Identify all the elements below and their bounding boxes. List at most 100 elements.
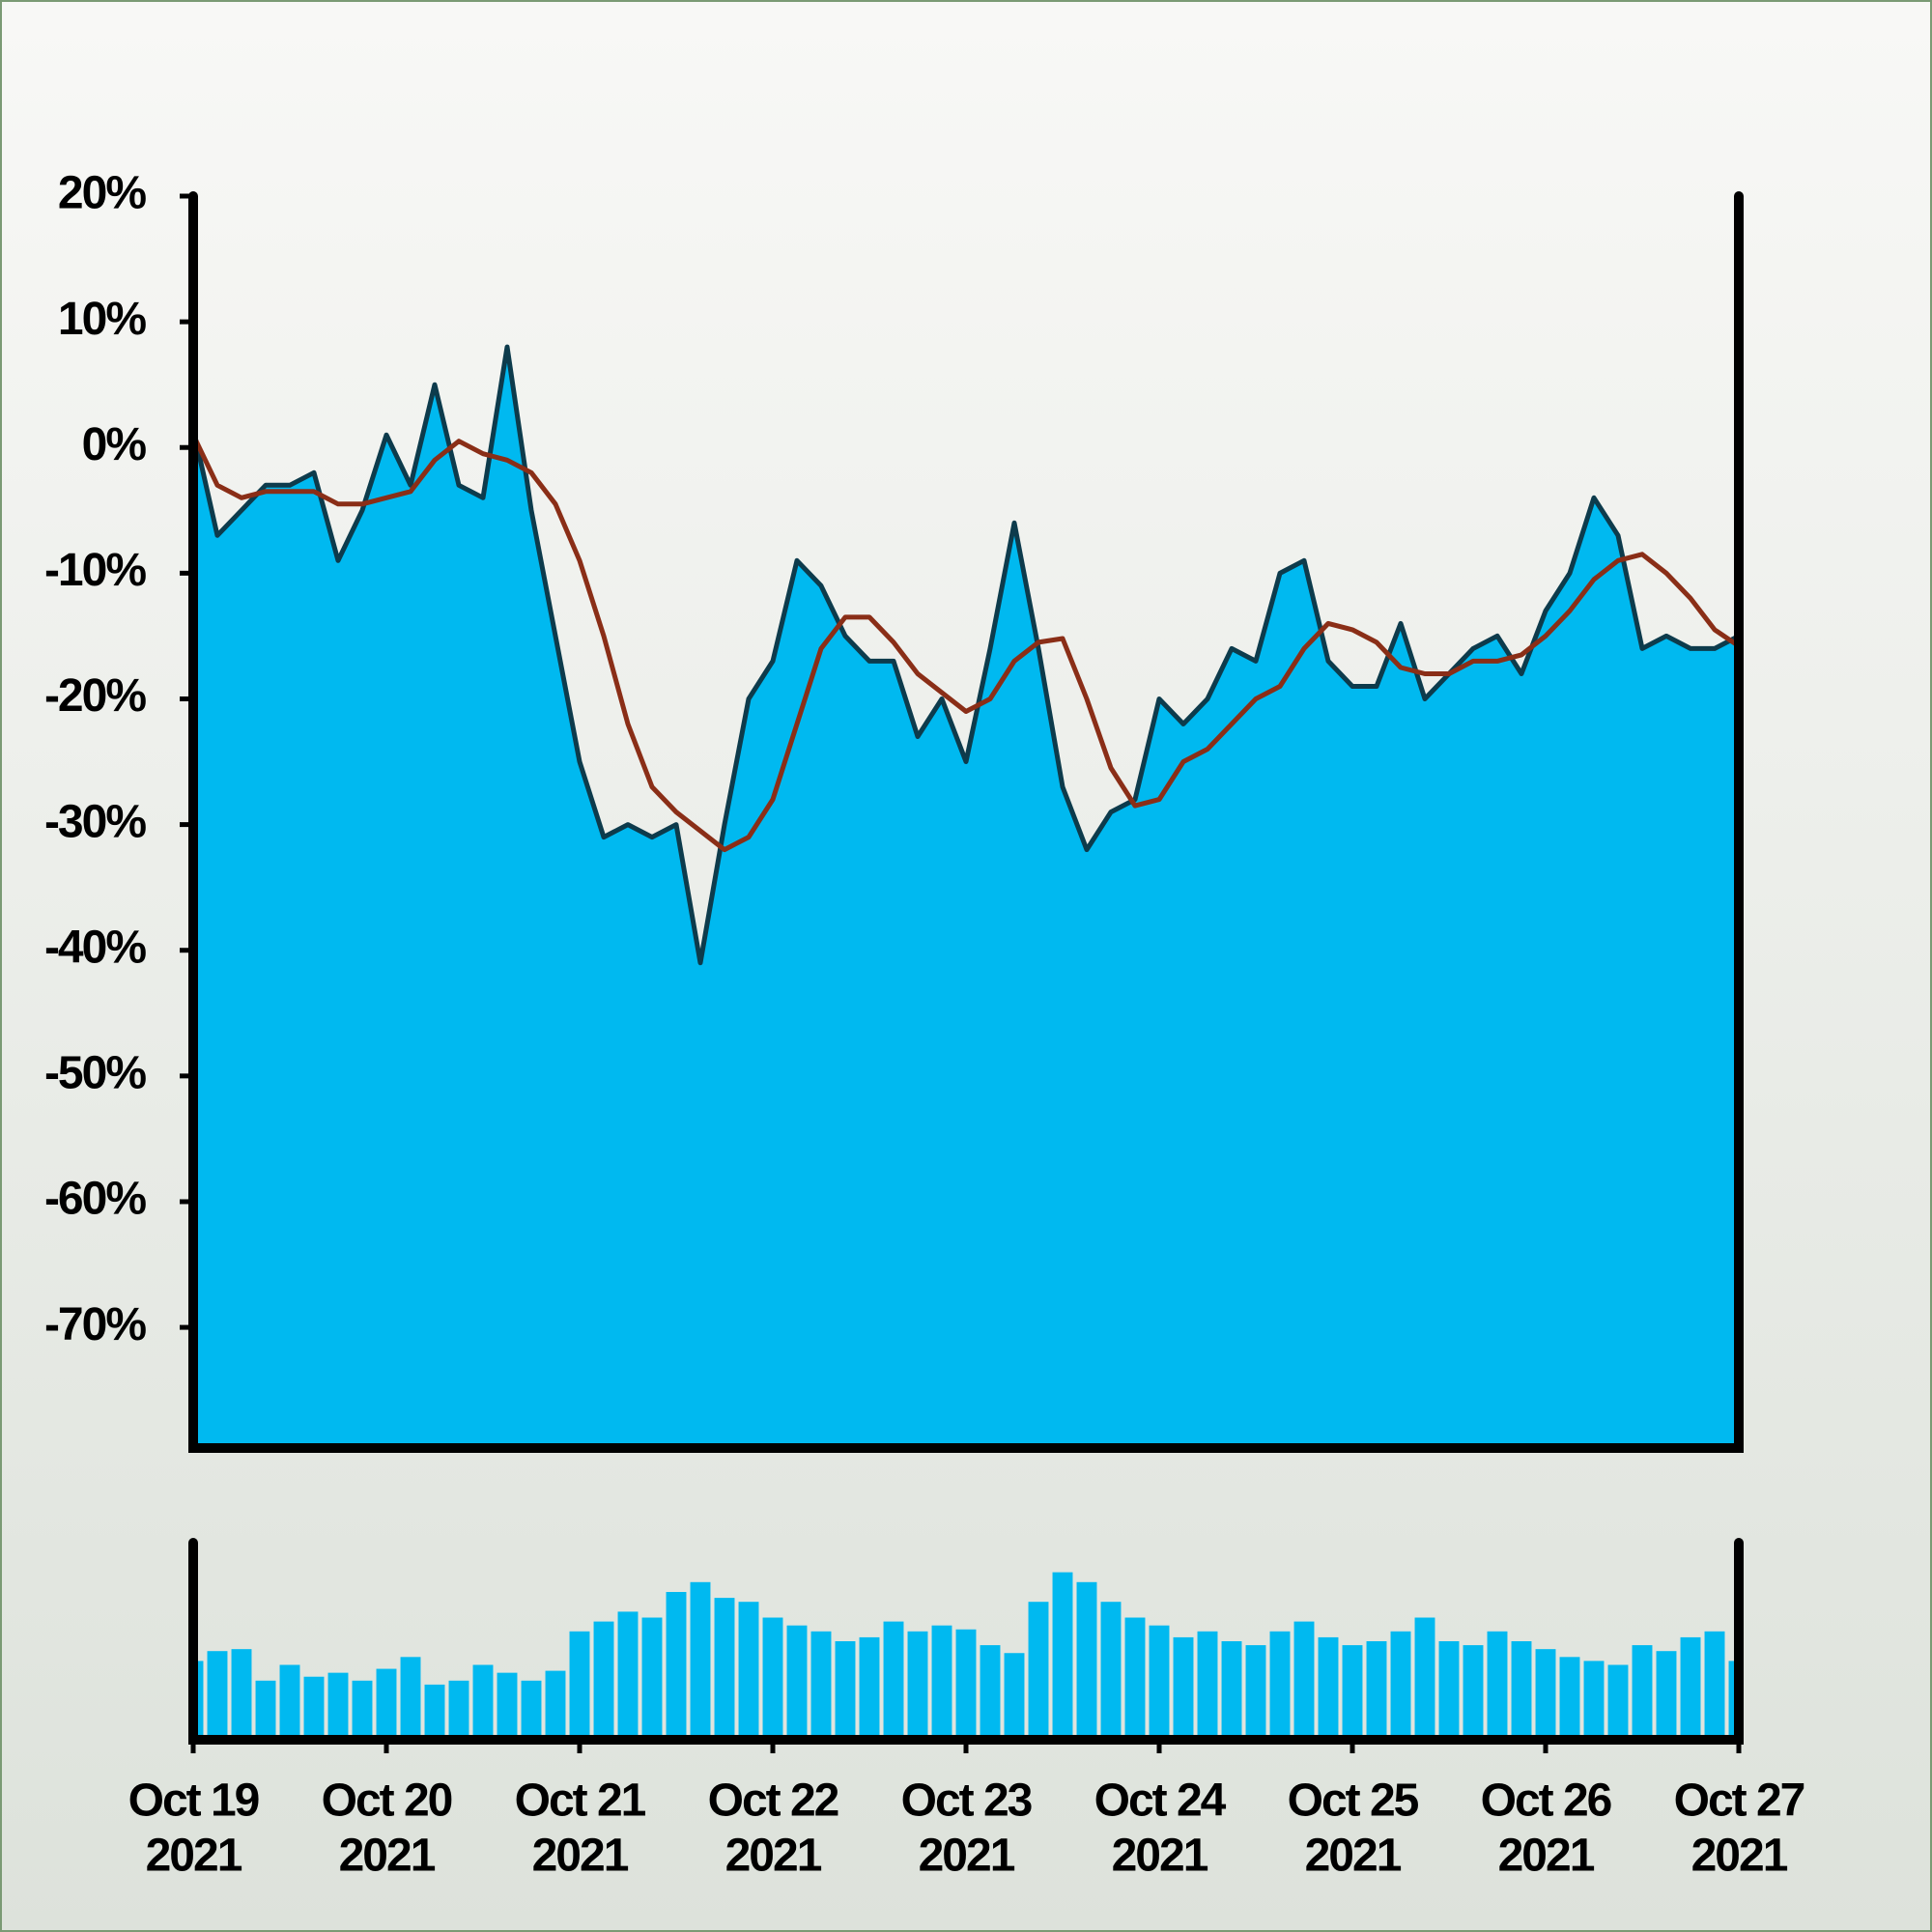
axis-spines — [188, 1538, 1744, 1745]
volume-bar — [303, 1676, 325, 1740]
volume-bar — [1293, 1621, 1315, 1740]
y-tick-label: -10% — [44, 545, 146, 596]
volume-bar — [1221, 1641, 1242, 1740]
volume-bar — [1438, 1641, 1460, 1740]
volume-bar — [1607, 1664, 1629, 1740]
volume-bar — [1680, 1636, 1701, 1740]
volume-bar — [738, 1602, 759, 1740]
axis-spines — [188, 191, 1744, 1453]
volume-bar — [1414, 1617, 1435, 1740]
x-tick-label: Oct 21 — [515, 1776, 646, 1827]
y-tick-label: -70% — [44, 1299, 146, 1350]
volume-bar — [955, 1629, 977, 1740]
volume-bar — [1463, 1645, 1484, 1740]
volume-bar — [762, 1617, 783, 1740]
y-tick-label: -40% — [44, 922, 146, 973]
volume-bar — [883, 1621, 904, 1740]
volume-bar — [1004, 1653, 1025, 1740]
x-tick-label: Oct 24 — [1094, 1776, 1227, 1827]
volume-bar — [472, 1664, 494, 1740]
x-tick-label: Oct 27 — [1674, 1776, 1804, 1827]
volume-bar — [376, 1668, 397, 1740]
x-tick-label: 2021 — [146, 1831, 242, 1882]
volume-bar — [931, 1625, 952, 1740]
volume-bar — [569, 1631, 590, 1740]
volume-bar — [641, 1617, 663, 1740]
volume-bar — [1173, 1636, 1194, 1740]
volume-bar — [1245, 1645, 1266, 1740]
volume-bar — [1632, 1645, 1653, 1740]
volume-bar — [521, 1680, 542, 1740]
volume-bar — [207, 1651, 228, 1740]
volume-bar — [980, 1645, 1001, 1740]
x-tick-label: Oct 25 — [1288, 1776, 1419, 1827]
x-tick-label: 2021 — [1305, 1831, 1402, 1882]
area-fill — [193, 347, 1739, 1449]
volume-bar — [1149, 1625, 1170, 1740]
volume-bar — [617, 1611, 639, 1740]
volume-bar — [1366, 1641, 1387, 1740]
volume-bar — [786, 1625, 808, 1740]
volume-bar — [279, 1664, 300, 1740]
volume-bar — [255, 1680, 276, 1740]
volume-bar — [1318, 1636, 1339, 1740]
volume-bar — [1656, 1651, 1677, 1740]
volume-bar — [448, 1680, 469, 1740]
volume-bar — [1342, 1645, 1363, 1740]
y-tick-label: 10% — [58, 294, 146, 345]
volume-bar — [1559, 1657, 1580, 1740]
volume-bar — [1052, 1572, 1073, 1740]
x-tick-label: 2021 — [532, 1831, 629, 1882]
volume-bar — [1487, 1631, 1508, 1740]
volume-bar — [1076, 1581, 1097, 1740]
volume-bar — [1124, 1617, 1146, 1740]
volume-bar — [593, 1621, 614, 1740]
x-tick-label: 2021 — [1691, 1831, 1788, 1882]
volume-bar — [1704, 1631, 1725, 1740]
y-tick-label: -50% — [44, 1048, 146, 1099]
volume-bar — [907, 1631, 928, 1740]
volume-bar — [1269, 1631, 1291, 1740]
volume-bar — [424, 1684, 445, 1740]
volume-bar — [497, 1672, 518, 1740]
x-tick-label: 2021 — [725, 1831, 822, 1882]
volume-bar — [352, 1680, 373, 1740]
average-line — [190, 434, 1741, 853]
y-tick-label: -20% — [44, 670, 146, 722]
volume-bar — [810, 1631, 832, 1740]
y-tick-label: -60% — [44, 1174, 146, 1225]
volume-bar — [1535, 1649, 1556, 1740]
volume-bar — [835, 1641, 856, 1740]
volume-bar — [327, 1672, 349, 1740]
y-tick-label: -30% — [44, 796, 146, 847]
area-line — [190, 344, 1741, 966]
volume-bar — [859, 1636, 880, 1740]
volume-bar — [1100, 1602, 1122, 1740]
volume-bar — [400, 1657, 421, 1740]
volume-bar — [197, 1661, 204, 1740]
volume-bar — [714, 1598, 735, 1740]
volume-bar — [1390, 1631, 1411, 1740]
x-tick-label: 2021 — [919, 1831, 1015, 1882]
price-panel: 20% 10% 0% -10% -20% -30% -40% -50% -60% -70% — [44, 168, 1744, 1453]
volume-bar — [545, 1670, 566, 1740]
volume-bar — [231, 1649, 252, 1740]
x-tick-label: Oct 22 — [708, 1776, 838, 1827]
x-tick-label: 2021 — [1498, 1831, 1595, 1882]
y-tick-label: 0% — [82, 419, 147, 470]
y-tick-label: 20% — [58, 168, 146, 219]
volume-bar — [1728, 1661, 1735, 1740]
x-tick-label: Oct 26 — [1481, 1776, 1611, 1827]
volume-bar — [666, 1592, 687, 1740]
volume-bar — [690, 1581, 711, 1740]
x-tick-label: Oct 19 — [128, 1776, 259, 1827]
volume-bar — [1583, 1661, 1605, 1740]
volume-bar — [1511, 1641, 1532, 1740]
x-tick-label: 2021 — [339, 1831, 436, 1882]
x-tick-label: Oct 20 — [322, 1776, 452, 1827]
volume-bar — [1197, 1631, 1218, 1740]
volume-bar — [1028, 1602, 1049, 1740]
